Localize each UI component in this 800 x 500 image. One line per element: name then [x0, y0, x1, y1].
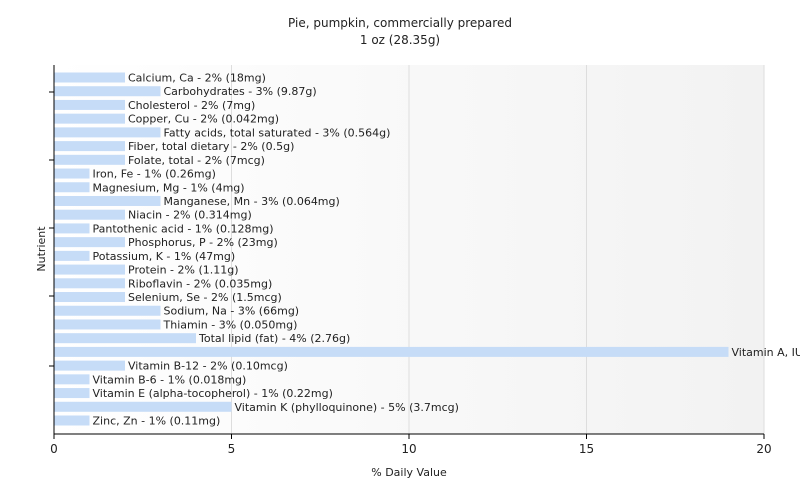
- chart-title: Pie, pumpkin, commercially prepared: [288, 16, 512, 30]
- bar-label: Niacin - 2% (0.314mg): [128, 209, 252, 222]
- bar-label: Copper, Cu - 2% (0.042mg): [128, 113, 279, 126]
- x-tick-label: 15: [579, 442, 594, 456]
- bar-label: Vitamin K (phylloquinone) - 5% (3.7mcg): [235, 401, 459, 414]
- bars-group: Calcium, Ca - 2% (18mg)Carbohydrates - 3…: [54, 72, 800, 428]
- bar-label: Fatty acids, total saturated - 3% (0.564…: [164, 126, 391, 139]
- bar: [54, 401, 232, 412]
- bar-label: Protein - 2% (1.11g): [128, 264, 239, 277]
- bar-label: Fiber, total dietary - 2% (0.5g): [128, 140, 294, 153]
- bar-label: Pantothenic acid - 1% (0.128mg): [93, 222, 274, 235]
- gridlines: [231, 65, 765, 434]
- bar: [54, 305, 161, 316]
- bar: [54, 278, 125, 289]
- bar: [54, 223, 90, 234]
- bar: [54, 86, 161, 97]
- bar: [54, 292, 125, 303]
- bar-label: Total lipid (fat) - 4% (2.76g): [198, 332, 350, 345]
- bar: [54, 346, 729, 357]
- bar: [54, 415, 90, 426]
- bar-label: Riboflavin - 2% (0.035mg): [128, 277, 272, 290]
- bar: [54, 333, 196, 344]
- bar: [54, 388, 90, 399]
- bar: [54, 182, 90, 193]
- bar-label: Folate, total - 2% (7mcg): [128, 154, 265, 167]
- x-tick-label: 20: [756, 442, 771, 456]
- bar: [54, 154, 125, 165]
- x-tick-label: 10: [401, 442, 416, 456]
- bar-label: Calcium, Ca - 2% (18mg): [128, 72, 266, 85]
- bar: [54, 72, 125, 83]
- bar-label: Iron, Fe - 1% (0.26mg): [93, 168, 216, 181]
- bar-label: Phosphorus, P - 2% (23mg): [128, 236, 278, 249]
- y-axis-label: Nutrient: [35, 226, 48, 272]
- bar-label: Zinc, Zn - 1% (0.11mg): [93, 415, 221, 428]
- bar-label: Manganese, Mn - 3% (0.064mg): [164, 195, 340, 208]
- bar: [54, 250, 90, 261]
- bar-label: Potassium, K - 1% (47mg): [93, 250, 236, 263]
- bar: [54, 127, 161, 138]
- bar-label: Cholesterol - 2% (7mg): [128, 99, 255, 112]
- bar: [54, 113, 125, 124]
- axes-group: 0 5 10 15 20: [49, 65, 772, 456]
- bar: [54, 360, 125, 371]
- bar: [54, 237, 125, 248]
- x-tick-label: 5: [228, 442, 236, 456]
- bar: [54, 195, 161, 206]
- bar-label: Carbohydrates - 3% (9.87g): [164, 85, 317, 98]
- bar: [54, 209, 125, 220]
- bar-label: Selenium, Se - 2% (1.5mcg): [128, 291, 282, 304]
- bar: [54, 264, 125, 275]
- bar: [54, 141, 125, 152]
- x-axis-label: % Daily Value: [371, 466, 447, 479]
- bar: [54, 168, 90, 179]
- bar-label: Vitamin B-12 - 2% (0.10mcg): [128, 360, 288, 373]
- chart-subtitle: 1 oz (28.35g): [360, 33, 440, 47]
- bar: [54, 319, 161, 330]
- bar: [54, 374, 90, 385]
- bar-label: Magnesium, Mg - 1% (4mg): [93, 181, 245, 194]
- bar-label: Vitamin B-6 - 1% (0.018mg): [93, 373, 247, 386]
- x-tick-label: 0: [50, 442, 58, 456]
- bar-label: Vitamin A, IU - 19% (974IU): [732, 346, 800, 359]
- bar-label: Vitamin E (alpha-tocopherol) - 1% (0.22m…: [93, 387, 333, 400]
- bar-label: Sodium, Na - 3% (66mg): [164, 305, 300, 318]
- bar: [54, 99, 125, 110]
- bar-label: Thiamin - 3% (0.050mg): [163, 318, 298, 331]
